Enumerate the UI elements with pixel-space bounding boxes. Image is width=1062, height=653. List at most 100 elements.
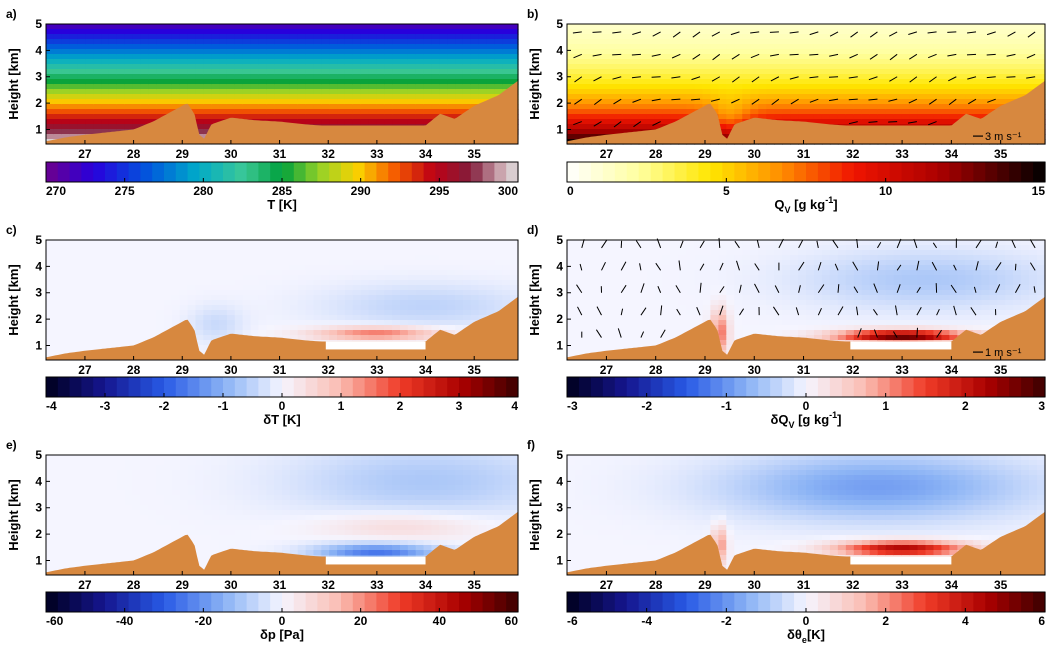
heatmap-cell [148,270,157,276]
heatmap-cell [360,315,370,321]
heatmap-cell [702,29,711,35]
heatmap-cell [806,44,815,50]
heatmap-cell [274,255,283,261]
wind-arrow [947,53,957,57]
heatmap-cell [1005,49,1014,55]
heatmap-cell [101,260,110,266]
heatmap-cell [329,74,338,80]
heatmap-cell [266,250,275,256]
heatmap-cell [234,255,244,261]
heatmap-cell [234,320,244,326]
heatmap-cell [439,265,448,271]
heatmap-cell [46,280,55,286]
heatmap-cell [179,94,189,100]
heatmap-cell [1037,54,1046,60]
heatmap-cell [782,104,791,110]
heatmap-cell [582,320,592,326]
heatmap-cell [352,34,362,40]
heatmap-cell [582,54,592,60]
heatmap-cell [203,300,212,306]
heatmap-cell [93,310,102,316]
heatmap-cell [646,300,656,306]
heatmap-cell [455,89,464,95]
heatmap-cell [630,245,640,251]
heatmap-cell [61,245,71,251]
heatmap-cell [638,260,648,266]
heatmap-cell [478,54,488,60]
heatmap-cell [313,49,322,55]
heatmap-cell [258,84,267,90]
heatmap-cell [893,54,903,60]
heatmap-cell [1021,64,1030,70]
heatmap-cell [258,74,267,80]
heatmap-cell [598,300,608,306]
heatmap-cell [957,104,966,110]
heatmap-cell [590,310,600,316]
heatmap-cell [933,74,943,80]
heatmap-cell [219,69,228,75]
heatmap-cell [567,300,576,306]
heatmap-cell [352,275,362,281]
heatmap-cell [164,109,173,115]
heatmap-cell [622,64,632,70]
heatmap-cell [85,39,94,45]
wind-arrow [652,31,661,37]
heatmap-cell [360,300,370,306]
heatmap-cell [171,305,181,311]
heatmap-cell [116,119,126,125]
heatmap-cell [171,74,181,80]
heatmap-cell [61,340,71,346]
heatmap-cell [837,64,847,70]
heatmap-cell [622,255,632,261]
heatmap-cell [726,29,735,35]
heatmap-cell [861,99,871,105]
heatmap-cell [360,270,370,276]
heatmap-cell [1037,24,1046,30]
heatmap-cell [470,310,480,316]
heatmap-cell [893,34,903,40]
heatmap-cell [478,79,488,85]
heatmap-cell [909,109,919,115]
heatmap-cell [702,69,711,75]
heatmap-cell [53,240,63,246]
heatmap-cell [234,109,244,115]
heatmap-cell [226,64,236,70]
heatmap-cell [203,104,212,110]
heatmap-cell [455,300,464,306]
heatmap-cell [132,330,141,336]
heatmap-cell [337,99,346,105]
heatmap-cell [93,285,102,291]
heatmap-cell [337,255,346,261]
heatmap-cell [337,265,346,271]
heatmap-cell [250,305,259,311]
heatmap-cell [590,84,600,90]
heatmap-cell [61,79,71,85]
heatmap-cell [582,285,592,291]
heatmap-cell [400,79,409,85]
heatmap-cell [305,290,315,296]
heatmap-cell [638,124,648,130]
heatmap-cell [85,69,94,75]
heatmap-cell [61,275,71,281]
x-tick-label: 31 [797,147,811,161]
heatmap-cell [941,104,950,110]
heatmap-cell [766,114,775,120]
heatmap-cell [171,240,181,246]
heatmap-cell [630,114,640,120]
heatmap-cell [829,49,839,55]
heatmap-cell [574,345,584,351]
heatmap-cell [582,240,592,246]
heatmap-cell [989,59,998,65]
heatmap-cell [574,74,584,80]
heatmap-cell [997,59,1006,65]
heatmap-cell [195,39,204,45]
heatmap-cell [140,330,149,336]
heatmap-cell [156,104,165,110]
heatmap-cell [85,89,94,95]
heatmap-cell [606,64,616,70]
heatmap-cell [470,44,480,50]
heatmap-cell [211,29,220,35]
heatmap-cell [917,49,927,55]
heatmap-cell [431,305,440,311]
heatmap-cell [69,330,79,336]
